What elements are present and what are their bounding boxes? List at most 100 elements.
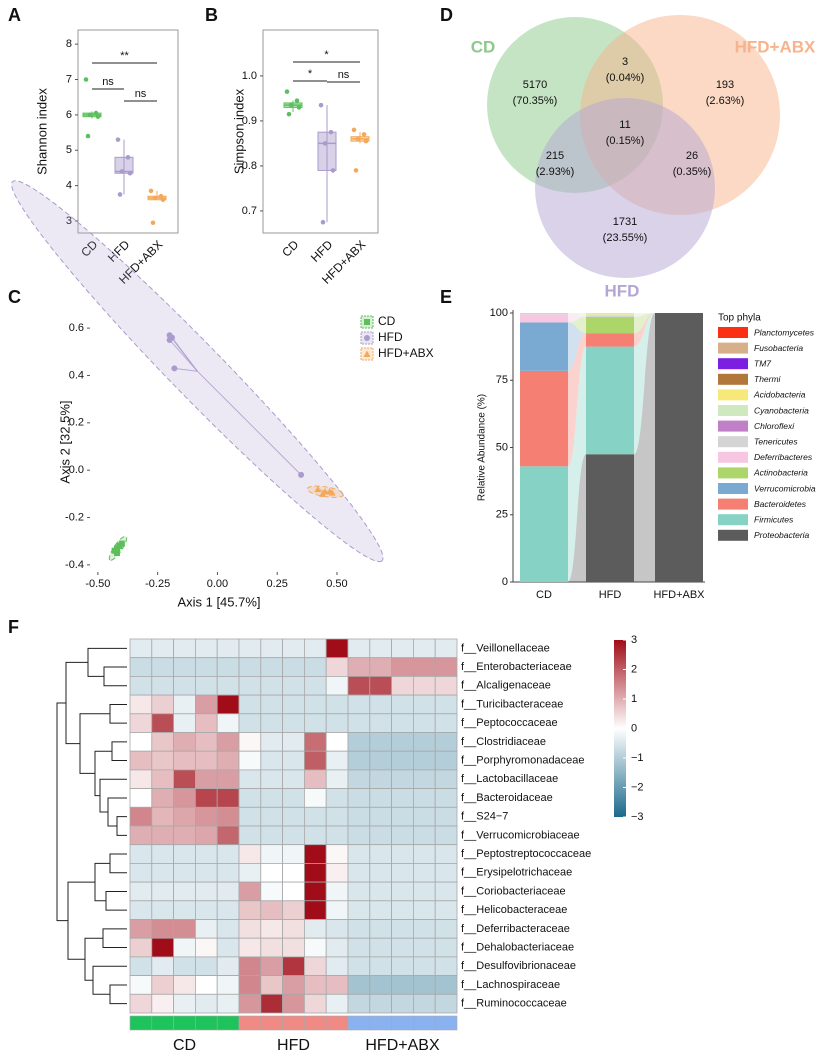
y-tick-label: 100: [490, 307, 508, 319]
group-label: HFD: [277, 1037, 310, 1051]
heatmap-cell: [303, 956, 327, 977]
heatmap-cell: [194, 900, 218, 920]
x-tick-label: HFD+ABX: [653, 589, 705, 601]
heatmap-cell: [129, 732, 153, 752]
heatmap-cell: [303, 676, 327, 696]
bar-segment: [586, 333, 634, 347]
heatmap-cell: [303, 657, 327, 677]
heatmap-cell: [216, 825, 240, 846]
flow: [634, 313, 655, 347]
legend-label: Deferribacteres: [754, 452, 813, 462]
legend-swatch: [718, 467, 748, 479]
heatmap-cell: [282, 732, 305, 752]
spider-line: [174, 367, 198, 372]
heatmap-cell: [173, 676, 196, 696]
row-label: f__Enterobacteriaceae: [461, 661, 572, 673]
region-percent: (23.55%): [603, 232, 648, 244]
y-tick-label: 50: [496, 441, 508, 453]
heatmap-cell: [412, 975, 436, 995]
heatmap-cell: [391, 975, 414, 995]
heatmap-cell: [303, 975, 327, 995]
point: [125, 155, 131, 160]
region-count: 1731: [613, 216, 637, 228]
heatmap-cell: [282, 713, 305, 733]
legend-marker: [363, 350, 371, 357]
legend-label: Actinobacteria: [753, 468, 808, 478]
heatmap-cell: [129, 844, 153, 864]
significance-label: ns: [338, 69, 350, 81]
heatmap-cell: [325, 844, 349, 864]
group-annotation: [304, 1015, 327, 1031]
heatmap-cell: [173, 806, 196, 827]
heatmap-cell: [369, 956, 392, 977]
group-annotation: [151, 1015, 174, 1031]
heatmap-cell: [412, 769, 436, 790]
heatmap-cell: [151, 844, 175, 864]
row-label: f__Ruminococcaceae: [461, 998, 567, 1010]
heatmap-cell: [434, 881, 458, 902]
heatmap-cell: [347, 900, 371, 920]
bar-segment: [586, 313, 634, 315]
heatmap-cell: [238, 732, 262, 752]
heatmap-cell: [260, 937, 283, 958]
heatmap-cell: [412, 863, 436, 883]
heatmap-cell: [129, 993, 153, 1014]
group-annotation: [195, 1015, 218, 1031]
bar-segment: [520, 322, 568, 371]
row-label: f__Alcaligenaceae: [461, 680, 551, 692]
heatmap-cell: [412, 750, 436, 771]
point: [286, 111, 292, 117]
heatmap-cell: [347, 788, 371, 808]
heatmap-cell: [151, 732, 175, 752]
legend-swatch: [718, 373, 748, 385]
point: [114, 550, 121, 557]
heatmap-cell: [173, 937, 196, 958]
flow: [568, 317, 586, 334]
row-label: f__Clostridiaceae: [461, 736, 546, 748]
group-annotation: [391, 1015, 414, 1031]
heatmap-cell: [282, 750, 305, 771]
heatmap-cell: [434, 713, 458, 733]
heatmap-cell: [216, 694, 240, 715]
heatmap-cell: [391, 900, 414, 920]
point: [355, 136, 361, 142]
heatmap-cell: [216, 993, 240, 1014]
heatmap-cell: [303, 900, 327, 920]
heatmap-cell: [129, 676, 153, 696]
point: [328, 129, 334, 135]
heatmap-cell: [129, 638, 153, 659]
point: [119, 169, 125, 174]
row-label: f__Dehalobacteriaceae: [461, 941, 574, 953]
heatmap-cell: [260, 769, 283, 790]
set-label: CD: [471, 37, 496, 56]
heatmap-cell: [325, 732, 349, 752]
point: [351, 127, 357, 133]
heatmap-cell: [216, 657, 240, 677]
heatmap-cell: [347, 769, 371, 790]
dendrogram-branch: [94, 862, 110, 902]
heatmap-cell: [347, 825, 371, 846]
flow: [568, 313, 586, 315]
heatmap-cell: [303, 993, 327, 1014]
point: [288, 102, 294, 108]
heatmap-cell: [303, 825, 327, 846]
legend-label: Bacteroidetes: [754, 499, 807, 509]
heatmap-cell: [325, 694, 349, 715]
heatmap-cell: [194, 825, 218, 846]
heatmap-cell: [282, 881, 305, 902]
point: [314, 485, 322, 493]
heatmap-cell: [216, 750, 240, 771]
heatmap-cell: [369, 993, 392, 1014]
y-tick-label: 0.9: [242, 115, 257, 127]
heatmap-cell: [347, 844, 371, 864]
heatmap-cell: [369, 676, 392, 696]
heatmap-cell: [325, 900, 349, 920]
heatmap-cell: [303, 713, 327, 733]
heatmap-cell: [303, 844, 327, 864]
heatmap-cell: [325, 993, 349, 1014]
legend-label: HFD+ABX: [378, 346, 434, 360]
heatmap-cell: [391, 638, 414, 659]
heatmap-cell: [391, 732, 414, 752]
heatmap-cell: [303, 806, 327, 827]
heatmap-cell: [260, 694, 283, 715]
